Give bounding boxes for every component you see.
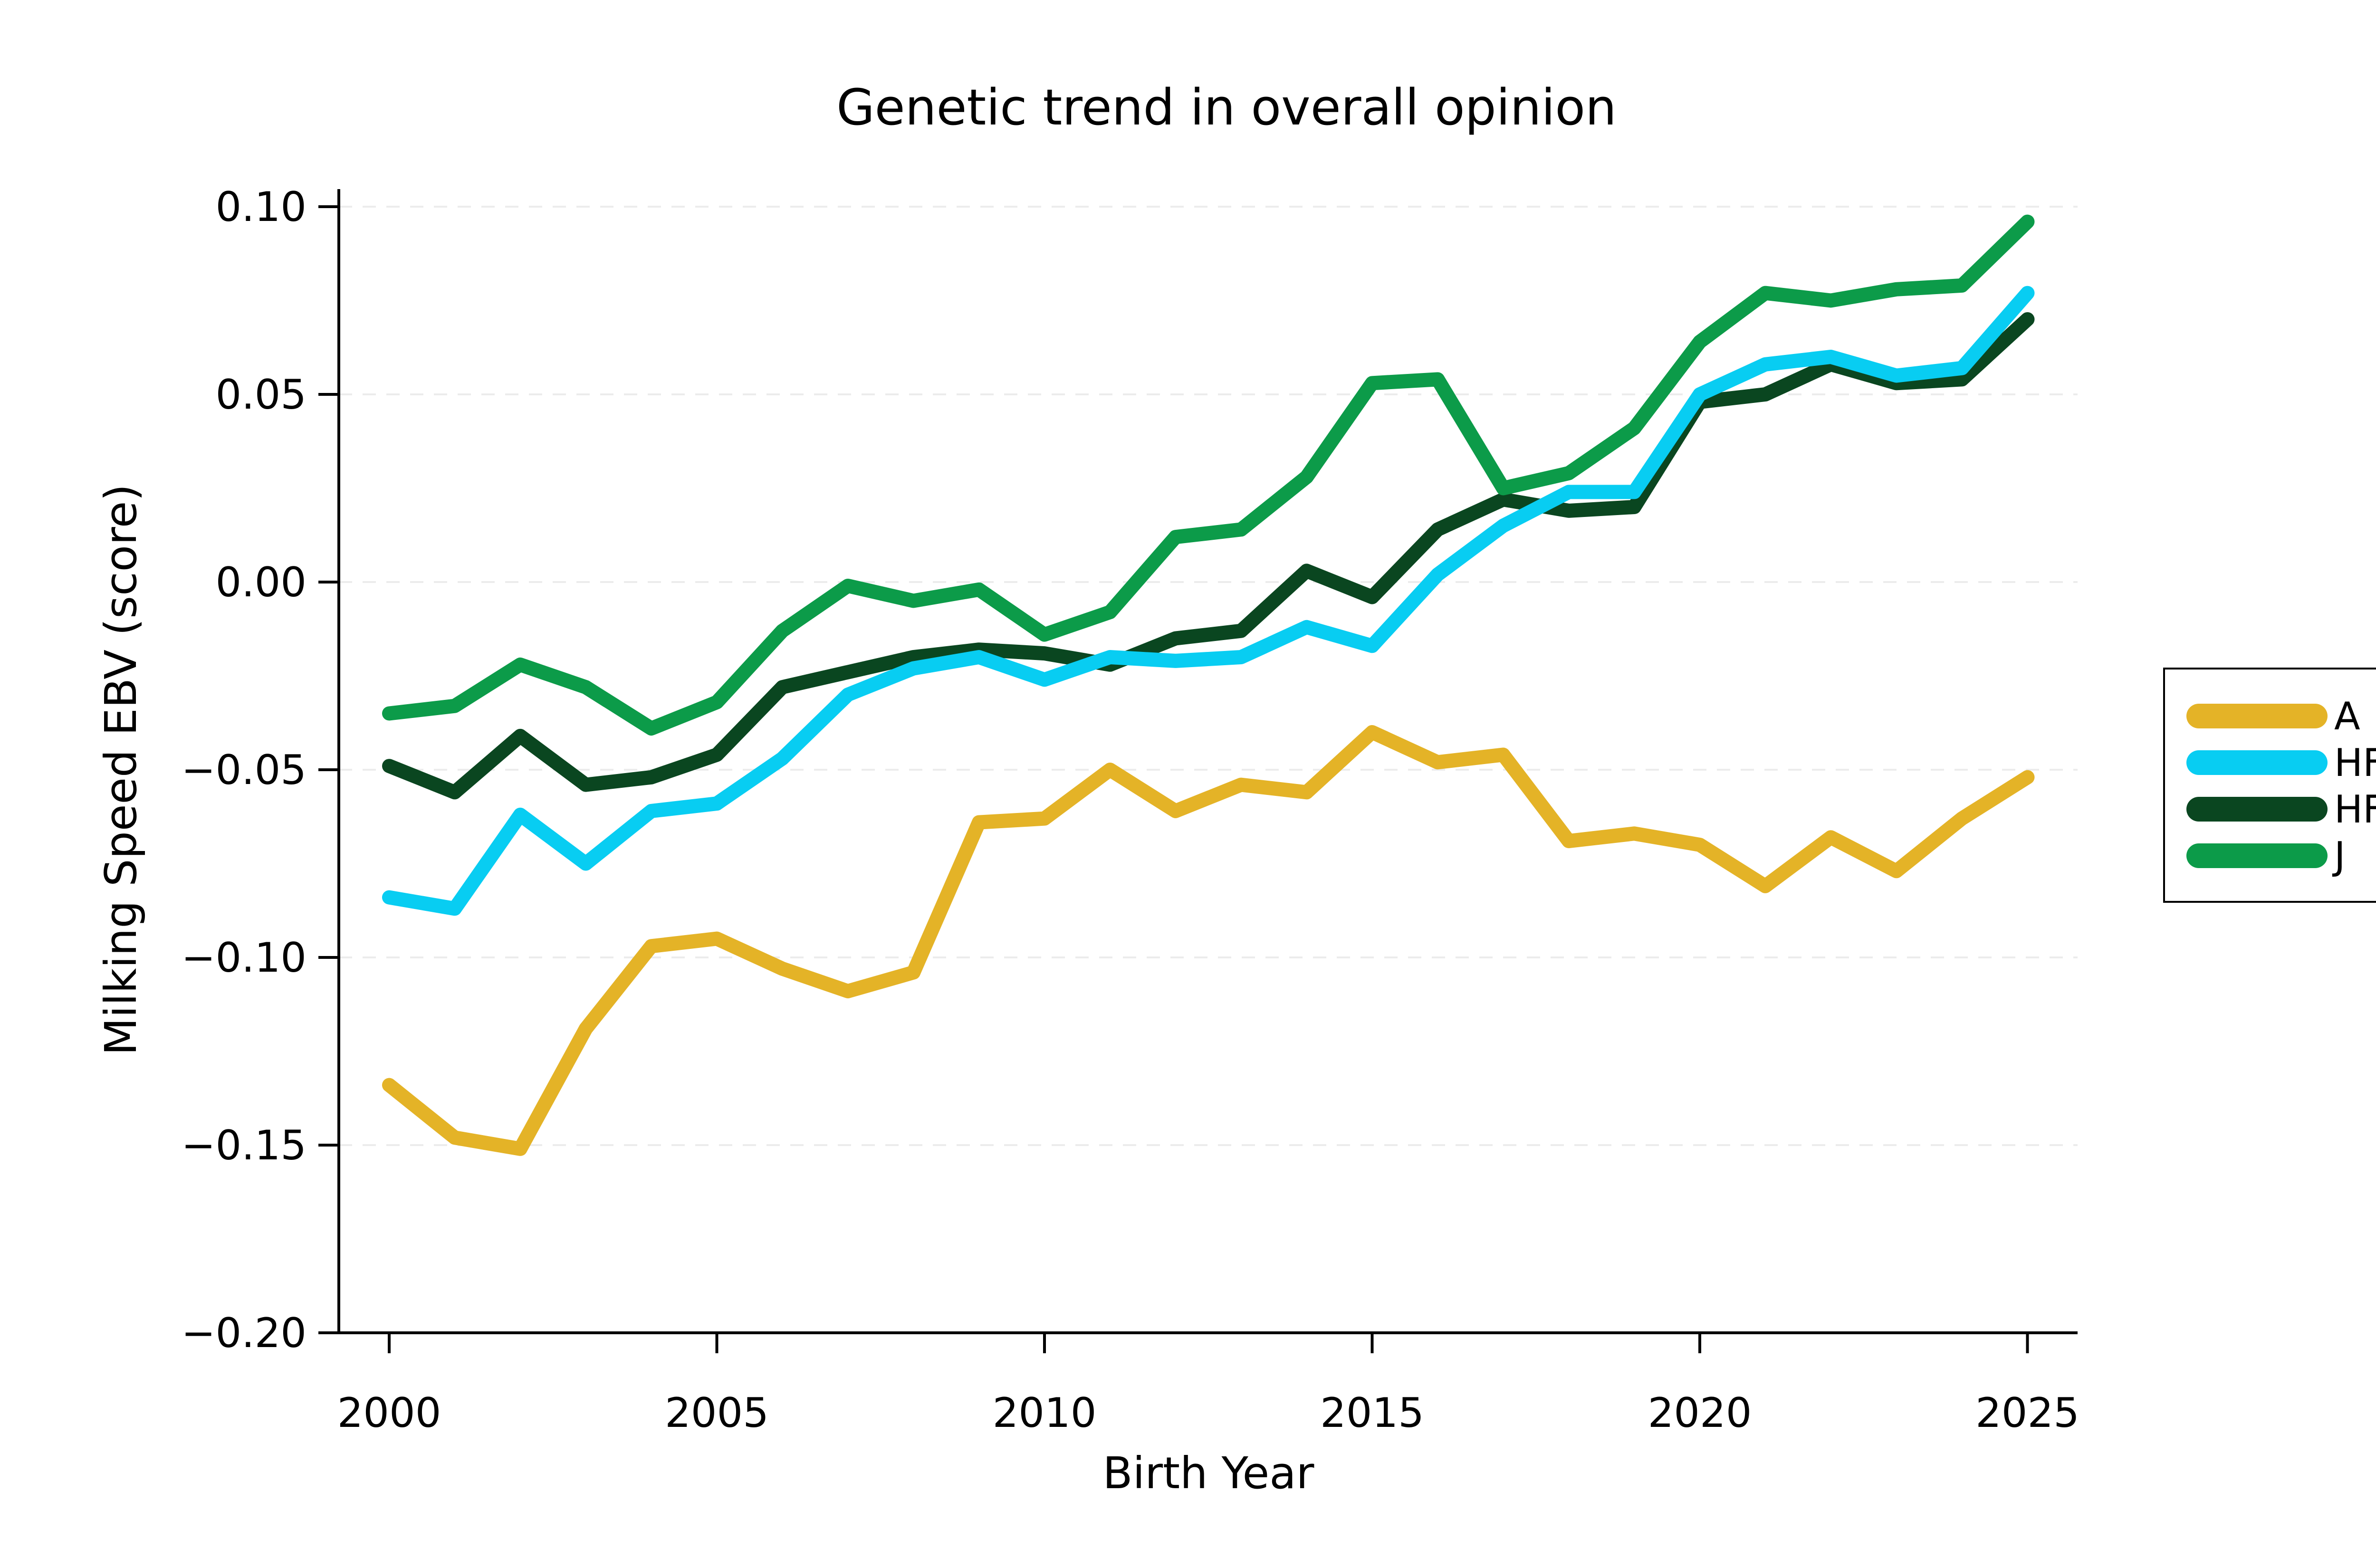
legend-item-j: J <box>2186 834 2346 878</box>
legend-item-hf: HF <box>2186 741 2376 785</box>
series-line-hfj <box>382 312 2035 800</box>
y-tick-label: −0.05 <box>181 746 307 794</box>
x-tick-label: 2015 <box>1320 1389 1424 1437</box>
legend-item-a: A <box>2186 694 2360 738</box>
x-tick-label: 2025 <box>1975 1389 2079 1437</box>
series-line-j <box>382 214 2035 736</box>
x-tick-label: 2005 <box>665 1389 769 1437</box>
y-axis-label: Milking Speed EBV (score) <box>96 484 146 1056</box>
series-line-a <box>382 725 2035 1156</box>
gridlines <box>339 206 2078 1146</box>
y-tick-label: 0.05 <box>216 371 307 419</box>
legend-label-a: A <box>2334 694 2360 738</box>
legend-label-hf: HF <box>2334 741 2376 785</box>
series-line-hf <box>382 286 2035 916</box>
y-tick-label: −0.10 <box>181 934 307 982</box>
legend-label-j: J <box>2332 834 2346 878</box>
y-tick-label: 0.10 <box>216 183 307 231</box>
series-lines <box>382 214 2035 1156</box>
axes <box>318 189 2078 1353</box>
chart-title: Genetic trend in overall opinion <box>836 78 1617 136</box>
y-tick-label: −0.20 <box>181 1310 307 1357</box>
legend-item-hfj: HFJ <box>2186 787 2376 832</box>
x-tick-label: 2020 <box>1648 1389 1752 1437</box>
legend: A HF HFJ J <box>2163 668 2376 903</box>
legend-label-hfj: HFJ <box>2334 787 2376 832</box>
y-tick-label: −0.15 <box>181 1122 307 1169</box>
x-axis-label: Birth Year <box>1103 1448 1314 1499</box>
x-tick-label: 2000 <box>337 1389 441 1437</box>
y-tick-label: 0.00 <box>216 559 307 606</box>
tick-labels: 0.10 0.05 0.00 −0.05 −0.10 −0.15 −0.20 2000 2005… <box>181 183 2079 1437</box>
x-tick-label: 2010 <box>993 1389 1097 1437</box>
